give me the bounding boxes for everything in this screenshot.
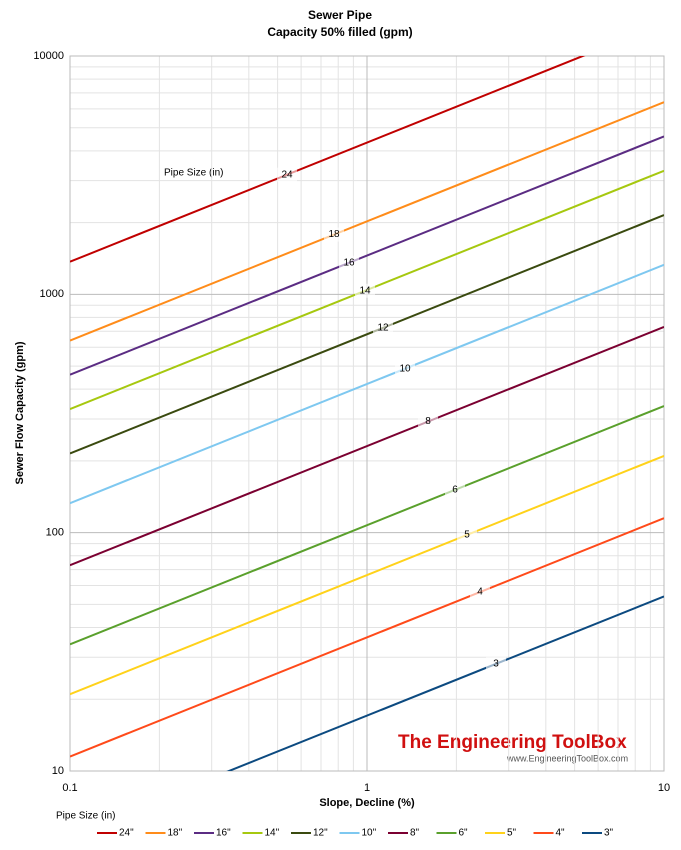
line-label-bg [486, 656, 506, 671]
legend-label: 8" [410, 828, 420, 839]
line-label-bg [457, 527, 477, 542]
line-label: 8 [425, 416, 431, 427]
watermark: The Engineering ToolBox [398, 732, 627, 753]
line-label-bg [324, 227, 344, 242]
line-label-bg [418, 414, 438, 429]
legend-label: 3" [604, 828, 614, 839]
line-label-bg [355, 283, 375, 298]
line-label: 5 [464, 530, 470, 541]
series-line [70, 325, 664, 567]
x-axis-title: Slope, Decline (%) [319, 797, 415, 809]
x-tick-label: 0.1 [62, 782, 77, 794]
series-line [70, 214, 664, 455]
line-label: 16 [343, 257, 355, 268]
y-tick-label: 100 [46, 527, 64, 539]
plot-border [69, 55, 665, 772]
y-axis-title: Sewer Flow Capacity (gpm) [14, 341, 26, 484]
line-label: 12 [377, 322, 389, 333]
legend-label: 12" [313, 828, 328, 839]
line-label: 3 [493, 658, 499, 669]
legend-label: 16" [216, 828, 231, 839]
legend-label: 5" [507, 828, 517, 839]
legend-label: 6" [459, 828, 469, 839]
y-tick-label: 10 [52, 765, 64, 777]
legend-label: 24" [119, 828, 134, 839]
line-label: 14 [359, 285, 371, 296]
series-line [70, 56, 586, 263]
line-label: 24 [281, 169, 293, 180]
series-line [70, 517, 664, 758]
chart-subtitle: Capacity 50% filled (gpm) [267, 25, 412, 39]
series-line [70, 454, 664, 696]
legend-label: 14" [265, 828, 280, 839]
series-line [70, 101, 664, 342]
legend-label: 10" [362, 828, 377, 839]
line-label: 18 [328, 229, 340, 240]
annotation: Pipe Size (in) [164, 168, 223, 179]
legend-title: Pipe Size (in) [56, 811, 115, 822]
line-label-bg [470, 585, 490, 600]
line-label: 4 [477, 587, 483, 598]
line-label-bg [395, 361, 415, 376]
y-tick-label: 10000 [33, 50, 64, 62]
line-label: 6 [452, 484, 458, 495]
series-line [70, 263, 664, 505]
line-label-bg [445, 482, 465, 497]
x-tick-label: 10 [658, 782, 670, 794]
line-label-bg [373, 320, 393, 335]
legend-label: 4" [556, 828, 566, 839]
y-tick-label: 1000 [40, 288, 64, 300]
legend-label: 18" [168, 828, 183, 839]
series-group [70, 56, 664, 771]
x-tick-label: 1 [364, 782, 370, 794]
series-line [70, 135, 664, 376]
watermark-url: www.EngineeringToolBox.com [506, 753, 628, 763]
series-line [226, 595, 664, 771]
series-line [70, 405, 664, 646]
chart-title: Sewer Pipe [308, 8, 372, 22]
line-label-bg [277, 167, 297, 182]
line-label: 10 [399, 363, 411, 374]
line-label-bg [339, 255, 359, 270]
